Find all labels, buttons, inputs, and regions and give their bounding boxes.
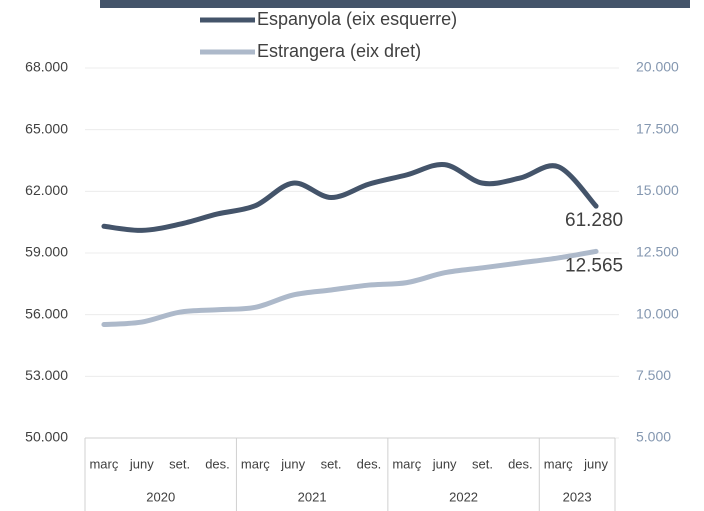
x-tick-label: juny xyxy=(432,456,457,471)
x-tick-label: des. xyxy=(205,456,230,471)
y2-tick-label: 10.000 xyxy=(636,305,679,321)
x-tick-label: març xyxy=(544,456,573,471)
x-tick-label: set. xyxy=(169,456,190,471)
y-tick-label: 68.000 xyxy=(25,59,68,75)
legend-label: Espanyola (eix esquerre) xyxy=(257,9,457,29)
group-label: 2020 xyxy=(146,489,175,504)
group-label: 2022 xyxy=(449,489,478,504)
header-bar xyxy=(100,0,690,8)
y-tick-label: 65.000 xyxy=(25,120,68,136)
group-label: 2021 xyxy=(298,489,327,504)
y-tick-label: 59.000 xyxy=(25,244,68,260)
x-tick-label: juny xyxy=(280,456,305,471)
y2-tick-label: 20.000 xyxy=(636,59,679,75)
y-tick-label: 62.000 xyxy=(25,182,68,198)
x-tick-label: març xyxy=(89,456,118,471)
group-label: 2023 xyxy=(563,489,592,504)
y2-tick-label: 12.500 xyxy=(636,244,679,260)
y-tick-label: 50.000 xyxy=(25,429,68,445)
series-line xyxy=(101,248,599,328)
value-label: 61.280 xyxy=(565,210,623,231)
x-tick-label: set. xyxy=(321,456,342,471)
x-tick-label: des. xyxy=(508,456,533,471)
y2-tick-label: 15.000 xyxy=(636,182,679,198)
x-tick-label: set. xyxy=(472,456,493,471)
legend-label: Estrangera (eix dret) xyxy=(257,41,421,61)
value-label: 12.565 xyxy=(565,255,623,276)
x-tick-label: març xyxy=(392,456,421,471)
y2-tick-label: 5.000 xyxy=(636,429,671,445)
y2-tick-label: 17.500 xyxy=(636,120,679,136)
series-line xyxy=(101,162,599,233)
y-tick-label: 56.000 xyxy=(25,305,68,321)
x-tick-label: març xyxy=(241,456,270,471)
y-tick-label: 53.000 xyxy=(25,367,68,383)
x-tick-label: juny xyxy=(583,456,608,471)
x-tick-label: juny xyxy=(129,456,154,471)
x-tick-label: des. xyxy=(357,456,382,471)
y2-tick-label: 7.500 xyxy=(636,367,671,383)
